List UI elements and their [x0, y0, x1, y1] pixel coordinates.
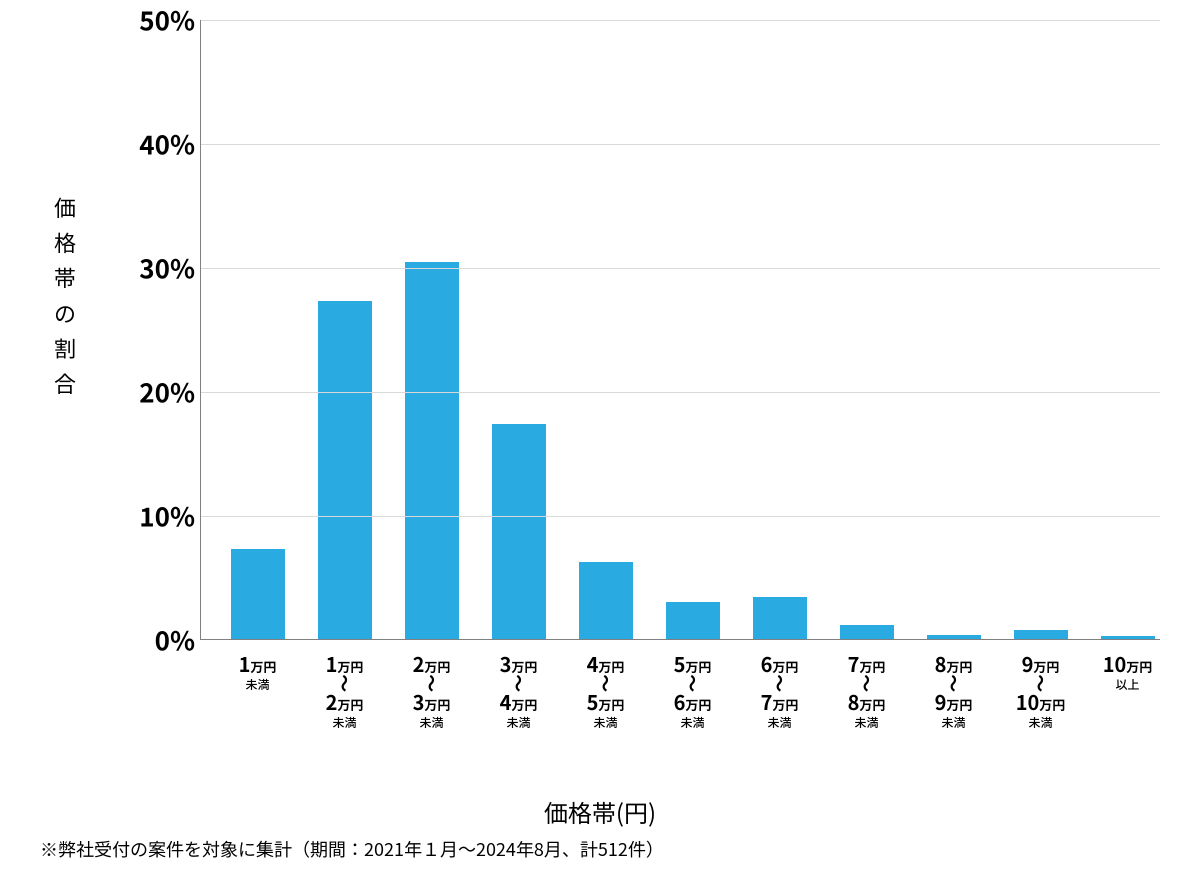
y-axis-title-char: 価 — [50, 190, 80, 225]
x-label-tilde: 〜 — [1033, 640, 1047, 727]
y-tick-label: 10% — [75, 498, 195, 535]
y-tick-label: 0% — [75, 622, 195, 659]
y-axis-title-char: の — [50, 296, 80, 331]
x-category-label: 7万円〜8万円未満 — [823, 652, 910, 731]
x-label-tilde: 〜 — [685, 640, 699, 727]
grid-line — [200, 516, 1160, 517]
x-category-label: 4万円〜5万円未満 — [562, 652, 649, 731]
bar — [231, 549, 285, 640]
chart-container: 価格帯の割合 0%10%20%30%40%50% — [50, 20, 1170, 640]
x-label-tilde: 〜 — [337, 640, 351, 727]
x-label-top: 1万円 — [214, 652, 301, 676]
bars-group — [200, 20, 1160, 640]
x-label-sub: 以上 — [1084, 678, 1171, 692]
x-label-tilde: 〜 — [772, 640, 786, 727]
x-category-label: 1万円〜2万円未満 — [301, 652, 388, 731]
bar — [840, 625, 894, 640]
bar — [579, 562, 633, 640]
x-label-tilde: 〜 — [598, 640, 612, 727]
grid-line — [200, 20, 1160, 21]
x-label-tilde: 〜 — [511, 640, 525, 727]
bar — [318, 301, 372, 640]
y-axis-title-char: 割 — [50, 331, 80, 366]
x-label-top: 10万円 — [1084, 652, 1171, 676]
grid-line — [200, 392, 1160, 393]
x-category-label: 5万円〜6万円未満 — [649, 652, 736, 731]
x-category-label: 1万円未満 — [214, 652, 301, 692]
plot-area — [200, 20, 1160, 640]
bar — [753, 597, 807, 640]
x-category-label: 3万円〜4万円未満 — [475, 652, 562, 731]
x-axis-title: 価格帯(円) — [0, 794, 1200, 829]
y-tick-label: 50% — [75, 2, 195, 39]
bar — [492, 424, 546, 640]
footnote-text: ※弊社受付の案件を対象に集計（期間：2021年１月〜2024年8月、計512件） — [40, 836, 664, 862]
y-tick-label: 30% — [75, 250, 195, 287]
x-category-label: 6万円〜7万円未満 — [736, 652, 823, 731]
x-category-label: 2万円〜3万円未満 — [388, 652, 475, 731]
x-category-label: 8万円〜9万円未満 — [910, 652, 997, 731]
bar — [666, 602, 720, 640]
x-category-label: 9万円〜10万円未満 — [997, 652, 1084, 731]
y-axis-line — [200, 20, 201, 640]
x-category-label: 10万円以上 — [1084, 652, 1171, 692]
grid-line — [200, 268, 1160, 269]
bar — [405, 262, 459, 640]
y-tick-label: 40% — [75, 126, 195, 163]
y-tick-label: 20% — [75, 374, 195, 411]
x-label-tilde: 〜 — [859, 640, 873, 727]
grid-line — [200, 144, 1160, 145]
x-axis-labels: 1万円未満1万円〜2万円未満2万円〜3万円未満3万円〜4万円未満4万円〜5万円未… — [200, 652, 1160, 792]
x-label-tilde: 〜 — [946, 640, 960, 727]
x-label-tilde: 〜 — [424, 640, 438, 727]
x-label-sub: 未満 — [214, 678, 301, 692]
y-axis-title: 価格帯の割合 — [50, 190, 80, 401]
